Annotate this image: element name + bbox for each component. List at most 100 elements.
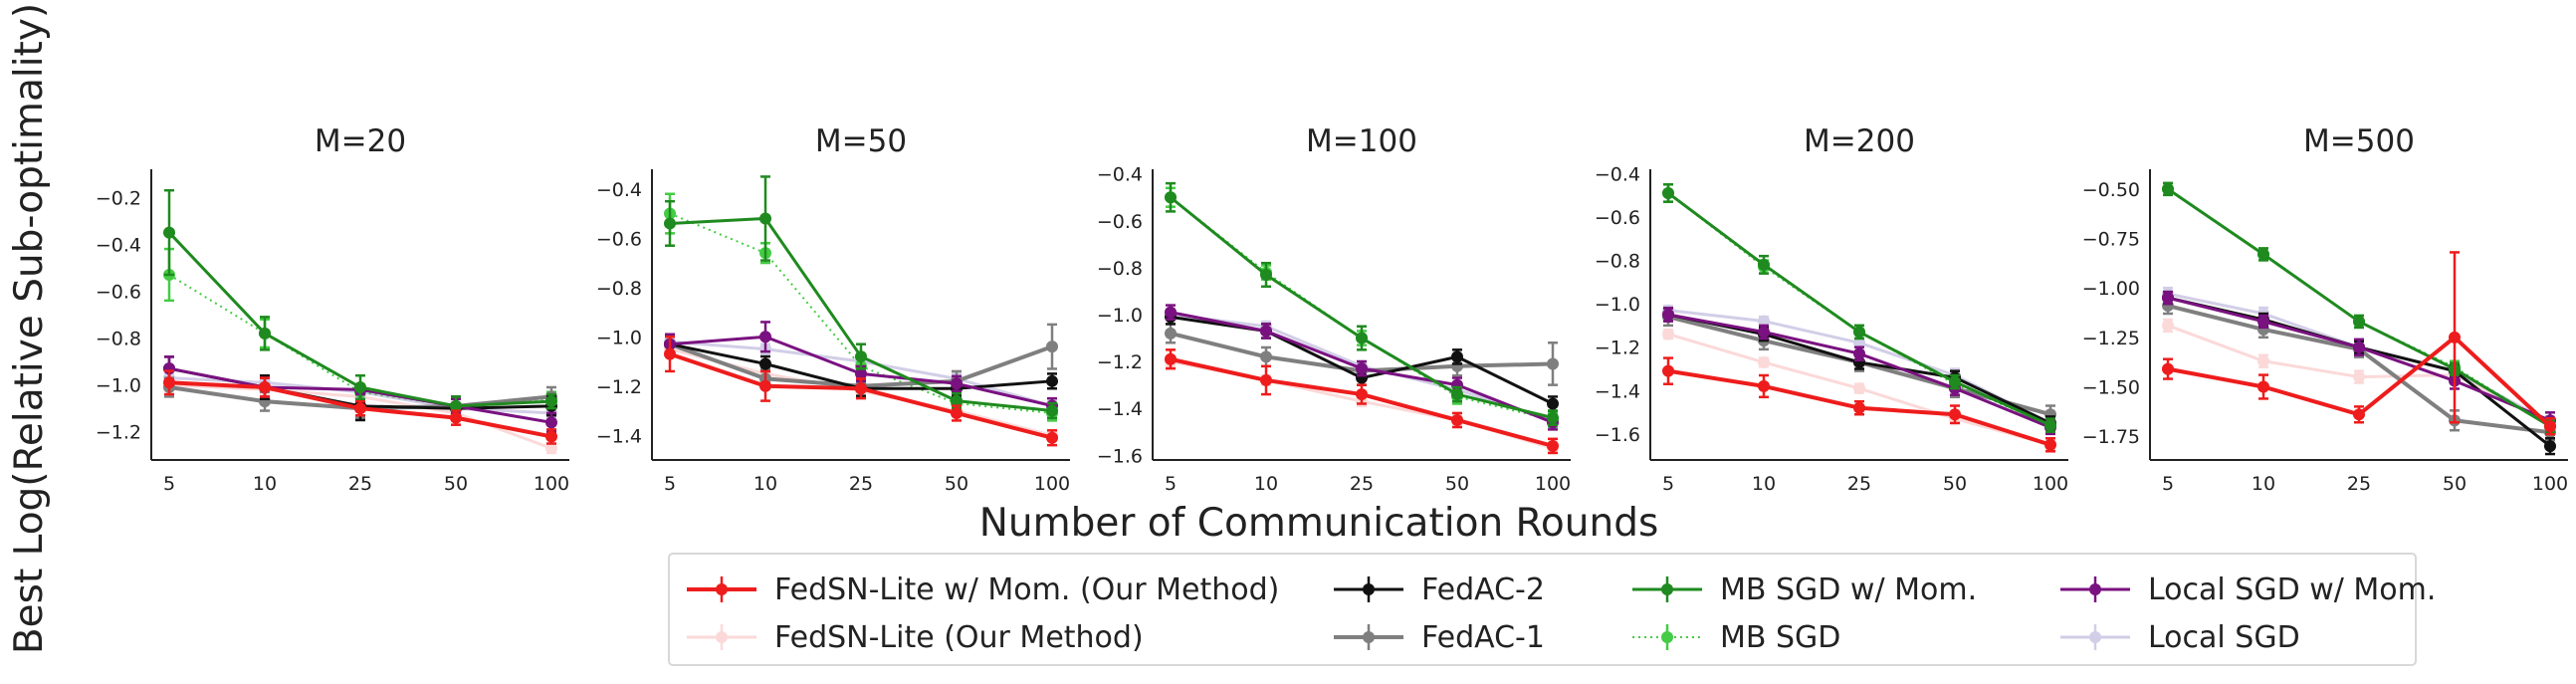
y-tick-label: −1.4: [1097, 398, 1143, 420]
x-tick-label: 10: [253, 473, 277, 495]
x-tick-label: 25: [849, 473, 873, 495]
y-tick-label: −1.2: [596, 376, 642, 398]
data-point: [759, 212, 771, 225]
data-point: [2353, 408, 2365, 421]
x-tick-label: 50: [2443, 473, 2467, 495]
series-mbsgd_mom: [664, 175, 1058, 420]
legend-label: Local SGD w/ Mom.: [2148, 572, 2436, 607]
x-tick-label: 5: [1165, 473, 1177, 495]
data-point: [354, 381, 366, 393]
y-tick-label: −0.8: [96, 329, 141, 350]
data-point: [2044, 419, 2056, 432]
y-tick-label: −0.8: [1595, 251, 1640, 273]
data-point: [1547, 439, 1559, 452]
x-axis-label: Number of Communication Rounds: [979, 501, 1659, 546]
legend-entry-fedac2: [1334, 576, 1403, 602]
data-point: [2162, 362, 2174, 375]
data-point: [1758, 355, 1770, 368]
data-point: [450, 399, 462, 412]
y-tick-label: −0.8: [1097, 258, 1143, 280]
data-point: [1662, 328, 1674, 341]
y-tick-label: −0.6: [596, 228, 642, 250]
subplot-title: M=50: [815, 123, 907, 159]
data-point: [450, 411, 462, 424]
x-tick-label: 25: [2347, 473, 2371, 495]
x-tick-label: 100: [1535, 473, 1571, 495]
data-point: [545, 395, 557, 408]
legend-entry-fedac1: [1334, 624, 1403, 650]
data-point: [1853, 382, 1865, 395]
y-tick-label: −0.8: [596, 278, 642, 300]
legend-marker: [2089, 631, 2101, 643]
y-tick-label: −1.6: [1595, 424, 1640, 446]
y-tick-label: −1.6: [1097, 445, 1143, 467]
x-tick-label: 50: [444, 473, 468, 495]
data-point: [259, 381, 271, 393]
data-point: [664, 217, 676, 230]
data-point: [1949, 408, 1961, 421]
series-localsgd_mom: [1165, 304, 1559, 431]
data-point: [1356, 332, 1368, 344]
data-point: [2162, 319, 2174, 332]
data-point: [855, 382, 867, 395]
data-point: [2257, 354, 2269, 367]
x-tick-label: 10: [1752, 473, 1776, 495]
subplot-2: M=50 −1.4 −1.2 −1.0 −0.8 −0.6 −0.4 5 10 25 50 100: [596, 123, 1070, 495]
data-point: [855, 367, 867, 380]
data-point: [1356, 388, 1368, 401]
x-tick-label: 5: [1662, 473, 1674, 495]
legend-marker: [1661, 631, 1673, 643]
legend-entry-localsgd: [2060, 624, 2130, 650]
y-tick-label: −0.4: [596, 179, 642, 201]
legend-marker: [1661, 583, 1673, 595]
subplot-title: M=100: [1306, 123, 1417, 159]
legend-label: FedAC-2: [1421, 572, 1545, 607]
data-point: [2544, 440, 2556, 453]
data-point: [2044, 438, 2056, 451]
data-point: [1165, 306, 1177, 319]
data-point: [1662, 186, 1674, 199]
legend-entry-mbsgd: [1632, 624, 1702, 650]
data-point: [1547, 357, 1559, 370]
series-mbsgd_mom: [1662, 183, 2056, 433]
series-fedsn_lite_mom: [1662, 356, 2056, 453]
y-tick-label: −0.4: [1595, 163, 1640, 185]
data-point: [1451, 350, 1463, 363]
data-point: [2257, 315, 2269, 328]
data-point: [1165, 327, 1177, 340]
y-tick-label: −1.0: [1097, 305, 1143, 327]
legend-frame: [668, 553, 2417, 666]
x-tick-label: 10: [2252, 473, 2275, 495]
y-tick-label: −1.4: [1595, 380, 1640, 402]
legend-marker: [716, 631, 728, 643]
data-point: [2257, 248, 2269, 261]
series-fedsn_lite_mom: [163, 369, 557, 445]
y-tick-label: −0.6: [1595, 207, 1640, 229]
data-point: [1165, 352, 1177, 365]
data-point: [1046, 431, 1058, 444]
series-fedsn_lite_mom: [664, 336, 1058, 447]
data-point: [545, 430, 557, 443]
subplot-4: M=200 −1.6 −1.4 −1.2 −1.0 −0.8 −0.6 −0.4 5 10 25 50…: [1595, 123, 2068, 495]
data-point: [163, 226, 175, 239]
x-tick-label: 25: [348, 473, 372, 495]
series-mbsgd: [1662, 183, 2056, 433]
data-point: [1853, 401, 1865, 414]
legend-label: Local SGD: [2148, 620, 2300, 655]
y-tick-label: −1.2: [1097, 351, 1143, 373]
subplot-title: M=20: [315, 123, 406, 159]
series-mbsgd_mom: [2162, 181, 2556, 434]
x-tick-label: 100: [2033, 473, 2068, 495]
x-tick-label: 100: [2532, 473, 2568, 495]
legend-entry-fedsn_lite_mom: [687, 576, 756, 602]
data-point: [1853, 337, 1865, 349]
data-point: [2544, 420, 2556, 433]
data-point: [2353, 315, 2365, 328]
data-point: [1758, 258, 1770, 271]
data-point: [1853, 326, 1865, 339]
data-point: [2257, 380, 2269, 393]
x-tick-label: 25: [1847, 473, 1871, 495]
data-point: [951, 377, 963, 390]
data-point: [1662, 309, 1674, 321]
